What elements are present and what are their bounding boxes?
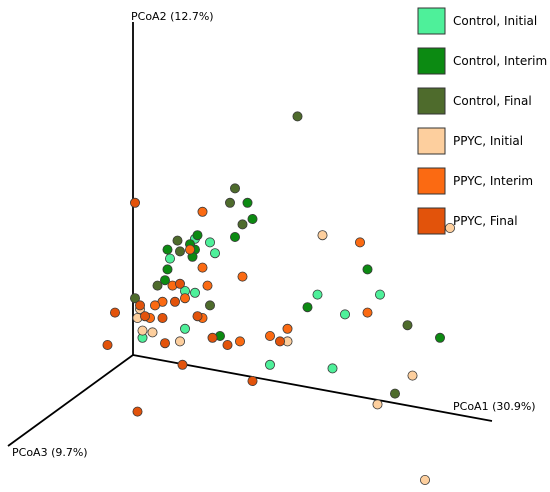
point-series-1-0 bbox=[162, 244, 173, 255]
point-series-1-11 bbox=[362, 264, 373, 275]
point-series-4-1 bbox=[197, 206, 208, 217]
point-series-4-5 bbox=[179, 293, 190, 304]
point-series-4-15 bbox=[362, 307, 373, 318]
point-series-5-8 bbox=[207, 332, 218, 343]
point-series-2-3 bbox=[237, 219, 248, 230]
point-series-0-2 bbox=[164, 253, 175, 264]
point-series-5-14 bbox=[102, 339, 113, 350]
point-series-3-2 bbox=[147, 327, 158, 338]
point-series-5-4 bbox=[110, 307, 121, 318]
point-series-3-10 bbox=[419, 474, 430, 485]
point-series-2-2 bbox=[224, 197, 235, 208]
point-series-2-9 bbox=[402, 320, 413, 331]
legend-label-1: Control, Interim bbox=[453, 54, 547, 68]
point-series-1-8 bbox=[159, 275, 170, 286]
point-series-3-4 bbox=[317, 230, 328, 241]
point-series-5-15 bbox=[132, 406, 143, 417]
point-series-5-3 bbox=[157, 312, 168, 323]
point-series-3-8 bbox=[407, 370, 418, 381]
axis-label-pcoa1: PCoA1 (30.9%) bbox=[453, 400, 536, 413]
point-series-1-9 bbox=[229, 231, 240, 242]
point-series-3-6 bbox=[174, 336, 185, 347]
legend-label-0: Control, Initial bbox=[453, 14, 537, 28]
axes: PCoA2 (12.7%) PCoA1 (30.9%) PCoA3 (9.7%) bbox=[7, 10, 536, 459]
point-series-1-5 bbox=[162, 264, 173, 275]
legend-label-4: PPYC, Interim bbox=[453, 174, 533, 188]
point-series-5-6 bbox=[169, 296, 180, 307]
axis-label-pcoa3: PCoA3 (9.7%) bbox=[12, 446, 88, 459]
point-series-1-10 bbox=[302, 302, 313, 313]
legend-label-2: Control, Final bbox=[453, 94, 532, 108]
point-series-4-7 bbox=[149, 300, 160, 311]
point-series-3-9 bbox=[372, 399, 383, 410]
legend-label-5: PPYC, Final bbox=[453, 214, 518, 228]
legend-swatch-2 bbox=[417, 87, 446, 115]
legend-swatch-1 bbox=[417, 47, 446, 75]
point-series-4-10 bbox=[237, 271, 248, 282]
point-series-4-11 bbox=[234, 336, 245, 347]
point-series-0-7 bbox=[339, 309, 350, 320]
data-points bbox=[102, 111, 455, 485]
point-series-0-11 bbox=[327, 363, 338, 374]
point-series-0-12 bbox=[179, 323, 190, 334]
point-series-2-0 bbox=[292, 111, 303, 122]
point-series-1-12 bbox=[434, 332, 445, 343]
point-series-5-5 bbox=[134, 300, 145, 311]
legend-swatch-0 bbox=[417, 7, 446, 35]
axis-pcoa3-line bbox=[7, 354, 134, 447]
point-series-5-1 bbox=[174, 278, 185, 289]
point-series-5-7 bbox=[192, 311, 203, 322]
point-series-2-5 bbox=[174, 246, 185, 257]
legend-swatch-3 bbox=[417, 127, 446, 155]
point-series-0-4 bbox=[209, 248, 220, 259]
point-series-5-9 bbox=[222, 339, 233, 350]
point-series-1-7 bbox=[247, 213, 258, 224]
point-series-2-6 bbox=[152, 280, 163, 291]
point-series-1-3 bbox=[192, 230, 203, 241]
point-series-2-8 bbox=[204, 300, 215, 311]
point-series-5-12 bbox=[177, 359, 188, 370]
point-series-0-1 bbox=[204, 237, 215, 248]
point-series-0-3 bbox=[189, 287, 200, 298]
point-series-5-13 bbox=[247, 375, 258, 386]
point-series-1-6 bbox=[242, 197, 253, 208]
point-series-4-0 bbox=[184, 244, 195, 255]
axis-pcoa1-line bbox=[132, 354, 493, 422]
point-series-2-10 bbox=[389, 388, 400, 399]
point-series-4-14 bbox=[264, 330, 275, 341]
legend-swatch-4 bbox=[417, 167, 446, 195]
point-series-2-4 bbox=[172, 235, 183, 246]
legend-label-3: PPYC, Initial bbox=[453, 134, 523, 148]
axis-label-pcoa2: PCoA2 (12.7%) bbox=[131, 10, 214, 23]
point-series-2-1 bbox=[229, 183, 240, 194]
point-series-5-2 bbox=[139, 311, 150, 322]
point-series-4-2 bbox=[197, 262, 208, 273]
point-series-4-3 bbox=[202, 280, 213, 291]
point-series-0-6 bbox=[312, 289, 323, 300]
legend: Control, Initial Control, Interim Control,… bbox=[417, 7, 547, 235]
point-series-5-10 bbox=[274, 336, 285, 347]
point-series-4-12 bbox=[354, 237, 365, 248]
legend-swatch-5 bbox=[417, 207, 446, 235]
point-series-5-0 bbox=[129, 197, 140, 208]
point-series-4-13 bbox=[282, 323, 293, 334]
point-series-5-11 bbox=[159, 338, 170, 349]
point-series-2-7 bbox=[129, 293, 140, 304]
point-series-0-8 bbox=[374, 289, 385, 300]
point-series-3-1 bbox=[137, 325, 148, 336]
point-series-0-10 bbox=[264, 359, 275, 370]
